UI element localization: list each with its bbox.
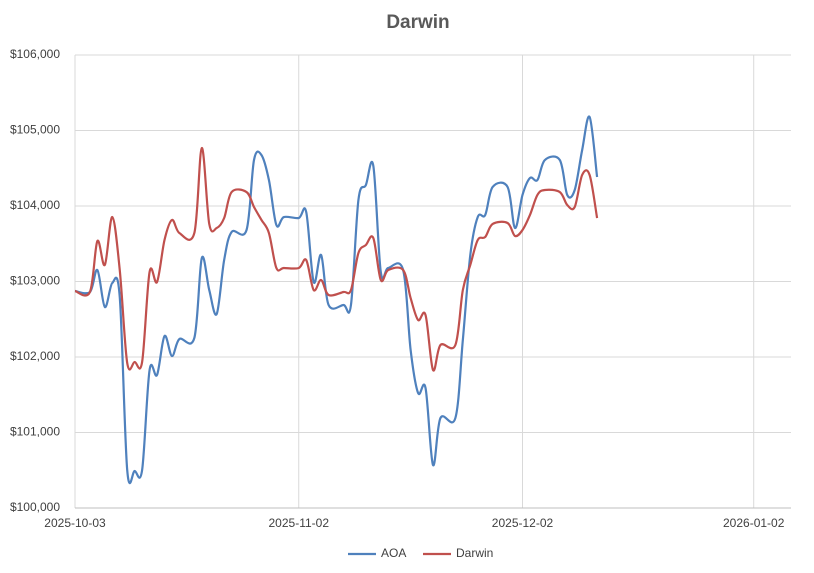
x-tick-label: 2025-11-02 bbox=[269, 516, 330, 530]
legend-label: Darwin bbox=[456, 546, 493, 560]
y-tick-label: $101,000 bbox=[10, 425, 60, 439]
series-line bbox=[74, 115, 599, 485]
legend-label: AOA bbox=[381, 546, 406, 560]
x-tick-label: 2025-10-03 bbox=[44, 516, 106, 530]
y-tick-label: $105,000 bbox=[10, 123, 60, 137]
y-tick-label: $106,000 bbox=[10, 47, 60, 61]
y-tick-label: $100,000 bbox=[10, 500, 60, 514]
y-tick-label: $102,000 bbox=[10, 349, 60, 363]
x-tick-label: 2025-12-02 bbox=[492, 516, 554, 530]
x-tick-label: 2026-01-02 bbox=[723, 516, 785, 530]
y-tick-label: $103,000 bbox=[10, 274, 60, 288]
series-line bbox=[74, 146, 599, 372]
chart-title: Darwin bbox=[386, 12, 449, 33]
y-tick-label: $104,000 bbox=[10, 198, 60, 212]
